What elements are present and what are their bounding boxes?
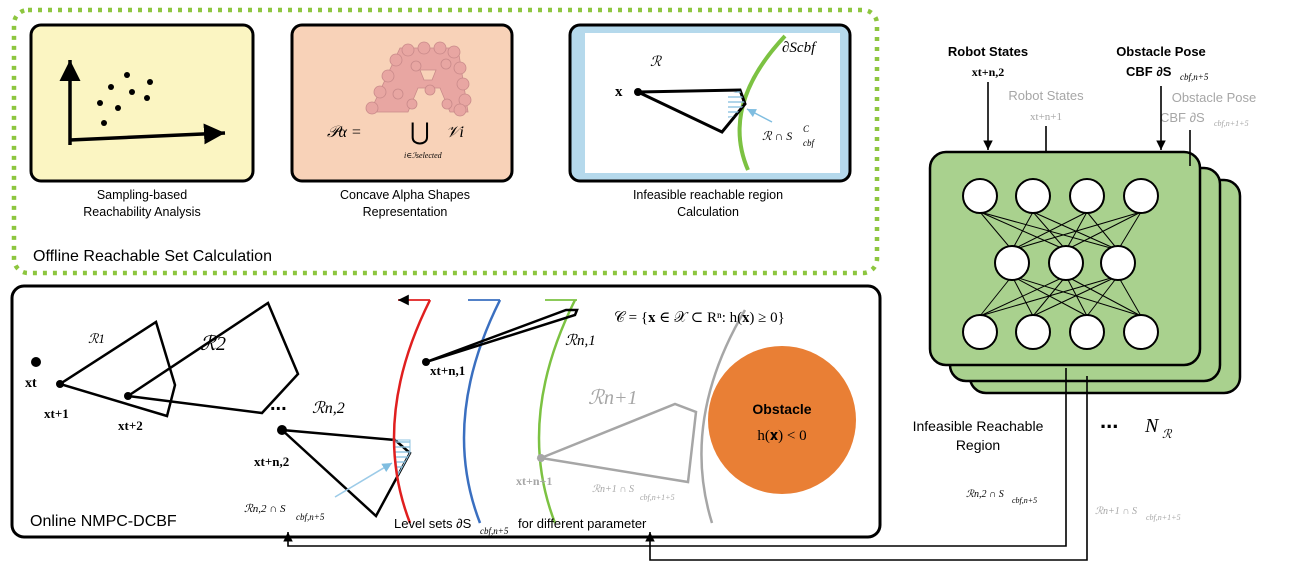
alpha-formula-sub: i∈ℐselected	[404, 151, 443, 160]
obstacle-condition: h(𝐱) < 0	[757, 428, 806, 444]
safe-set-label: 𝒞 = {𝐱 ∈ 𝒳 ⊂ Rⁿ: h(𝐱) ≥ 0}	[614, 310, 785, 326]
out-int-sub: cbf,n+5	[1012, 496, 1037, 505]
alpha-formula-left: 𝒫α =	[327, 124, 362, 141]
offline-dotted-frame	[11, 7, 880, 276]
offline-title: Offline Reachable Set Calculation	[33, 248, 272, 265]
reach-set-Rn1	[425, 308, 579, 364]
reach-set-Rn2	[278, 428, 412, 519]
xt2-label: xt+2	[118, 418, 143, 433]
cbf-sub: cbf,n+5	[1180, 72, 1209, 82]
panel3-caption-1: Infeasible reachable region	[633, 188, 783, 202]
obstacle-pose-title: Obstacle Pose	[1116, 44, 1206, 59]
nn-output-line1: Infeasible Reachable	[913, 418, 1044, 434]
int1-label: ℛn,2 ∩ S	[244, 503, 286, 515]
cbf-gray: CBF ∂S	[1160, 110, 1205, 125]
alpha-formula-union: ⋃	[410, 120, 430, 146]
panel2-caption-1: Concave Alpha Shapes	[340, 188, 470, 202]
xtn1-label: xt+n,1	[430, 363, 465, 378]
out-int-label: ℛn,2 ∩ S	[966, 489, 1004, 500]
panel3-pointer	[746, 108, 773, 123]
xt1-point	[56, 380, 64, 388]
cbf-gray-sub: cbf,n+1+5	[1214, 119, 1249, 128]
reach-set-R1	[57, 320, 177, 418]
obstacle-circle	[708, 346, 856, 494]
nn-neurons	[962, 178, 1159, 350]
nn-edges	[979, 211, 1142, 317]
axis-x	[69, 123, 226, 145]
robot-states-title: Robot States	[948, 44, 1028, 59]
panel3-int-sub: cbf	[803, 138, 815, 148]
levelset-red-arc	[392, 299, 432, 524]
sample-points	[97, 72, 153, 126]
R1-label: ℛ1	[88, 331, 105, 346]
int2-label: ℛn+1 ∩ S	[592, 484, 634, 495]
xtnp1-label: xt+n+1	[516, 474, 552, 488]
reach-set-Rnp1	[536, 402, 698, 484]
xtn1-point	[422, 358, 430, 366]
nn-dots: ...	[1100, 408, 1118, 433]
panel2-caption-2: Representation	[363, 205, 448, 219]
dots-label: ...	[270, 393, 287, 415]
levelsets-tail: for different parameter	[518, 516, 647, 531]
online-title: Online NMPC-DCBF	[30, 513, 177, 530]
cbf-label: CBF ∂S	[1126, 64, 1172, 79]
panel3-int-sup: C	[803, 124, 810, 134]
panel-sampling	[29, 23, 255, 183]
out-int-gray-sub: cbf,n+1+5	[1146, 513, 1181, 522]
levelsets-sub: cbf,n+5	[480, 526, 509, 536]
nn-output-line2: Region	[956, 437, 1000, 453]
xt-label: xt	[25, 376, 37, 391]
online-frame	[10, 284, 882, 539]
feedback-arrow-2	[645, 376, 1088, 561]
pointer-int1	[334, 462, 393, 498]
xt1-label: xt+1	[44, 406, 69, 421]
panel1-caption-2: Reachability Analysis	[83, 205, 200, 219]
nn-count: N	[1144, 415, 1160, 437]
robot-states-gray-var: xt+n+1	[1030, 111, 1062, 123]
panel1-caption-1: Sampling-based	[97, 188, 187, 202]
panel3-dS: ∂Scbf	[782, 40, 817, 56]
Rnp1-label: ℛn+1	[588, 387, 637, 409]
xtn2-label: xt+n,2	[254, 454, 289, 469]
obstacle-label: Obstacle	[752, 401, 811, 417]
panel3-x: x	[615, 84, 623, 100]
xtnp1-point	[537, 454, 545, 462]
int2-sub: cbf,n+1+5	[640, 493, 675, 502]
xt-point	[31, 357, 41, 367]
Rn2-label: ℛn,2	[312, 400, 345, 417]
obstacle-pose-gray: Obstacle Pose	[1172, 90, 1257, 105]
panel3-intersection: ℛ ∩ S	[762, 129, 792, 143]
xt2-point	[124, 392, 132, 400]
panel3-x-point	[634, 88, 642, 96]
alpha-formula-right: 𝒱i	[446, 124, 465, 141]
levelset-green-arc	[537, 299, 577, 524]
feedback-arrow-1	[283, 368, 1067, 547]
panel3-R: ℛ	[650, 55, 662, 70]
robot-states-var: xt+n,2	[972, 65, 1005, 79]
panel3-hatched-region	[728, 90, 745, 118]
R2-label: ℛ2	[200, 333, 226, 355]
reach-set-R2	[124, 301, 300, 415]
alpha-shape-A	[365, 41, 472, 117]
robot-states-gray: Robot States	[1008, 88, 1084, 103]
xtn2-point	[277, 425, 287, 435]
panel3-inner	[585, 33, 840, 173]
out-int-gray: ℛn+1 ∩ S	[1095, 506, 1137, 517]
panel3-caption-2: Calculation	[677, 205, 739, 219]
levelset-blue-arc	[462, 299, 502, 524]
levelset-gray-arc	[700, 309, 747, 524]
int1-sub: cbf,n+5	[296, 512, 325, 522]
levelsets-label: Level sets ∂S	[394, 516, 472, 531]
nn-count-sub: ℛ	[1162, 427, 1173, 441]
Rn1-label: ℛn,1	[565, 333, 596, 349]
